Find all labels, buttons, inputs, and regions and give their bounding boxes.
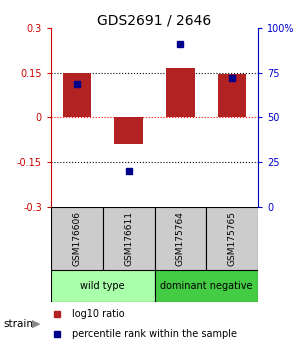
Bar (103, 206, 154, 270)
Bar (154, 206, 206, 270)
Title: GDS2691 / 2646: GDS2691 / 2646 (98, 13, 212, 27)
Bar (63, 73, 91, 118)
Bar (114, 118, 143, 144)
Bar (218, 74, 246, 118)
Bar (51, 270, 154, 302)
Bar (154, 270, 258, 302)
Bar (51, 206, 103, 270)
Text: percentile rank within the sample: percentile rank within the sample (72, 329, 237, 339)
Text: wild type: wild type (80, 281, 125, 291)
Text: strain: strain (3, 319, 33, 329)
Text: GSM175764: GSM175764 (176, 211, 185, 266)
Text: ▶: ▶ (32, 319, 40, 329)
Bar (206, 206, 258, 270)
Text: log10 ratio: log10 ratio (72, 309, 124, 319)
Text: GSM175765: GSM175765 (228, 211, 237, 266)
Text: dominant negative: dominant negative (160, 281, 253, 291)
Text: GSM176606: GSM176606 (72, 211, 81, 266)
Bar (166, 68, 195, 118)
Text: GSM176611: GSM176611 (124, 211, 133, 266)
